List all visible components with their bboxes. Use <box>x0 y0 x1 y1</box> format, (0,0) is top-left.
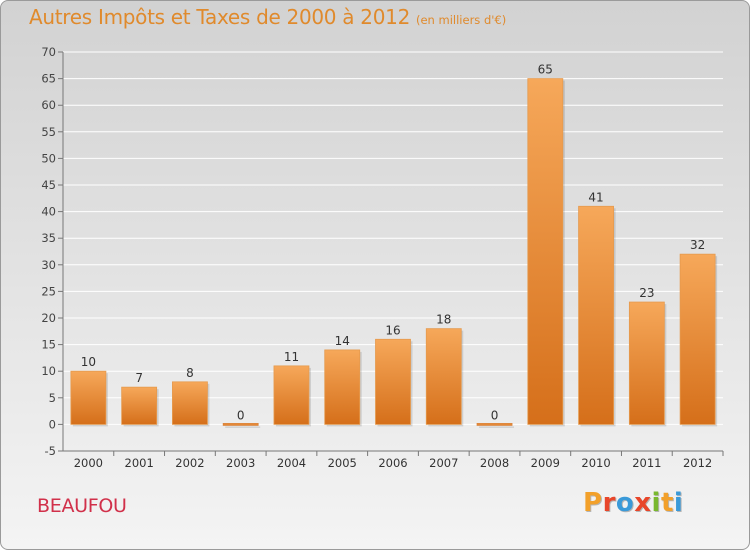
y-tick-label: 50 <box>41 151 56 165</box>
y-tick-label: 25 <box>41 284 56 298</box>
x-tick-label-2005: 2005 <box>328 456 357 470</box>
proxiti-logo: Proxiti <box>583 488 683 518</box>
x-tick-label-2004: 2004 <box>277 456 306 470</box>
y-tick-label: 40 <box>41 205 56 219</box>
bar-2008 <box>476 422 513 426</box>
data-label-2011: 23 <box>639 286 654 300</box>
bar-2002 <box>172 381 208 425</box>
bar-shadow <box>479 426 515 428</box>
x-tick-label-2000: 2000 <box>74 456 103 470</box>
logo-letter: t <box>660 488 674 518</box>
bar-2000 <box>70 370 107 425</box>
bar-shadow <box>225 426 261 428</box>
bar-2012 <box>679 253 716 425</box>
logo-letter: o <box>615 488 635 518</box>
data-label-2001: 7 <box>135 371 143 385</box>
data-label-2000: 10 <box>81 355 96 369</box>
x-tick-label-2008: 2008 <box>480 456 509 470</box>
y-tick-label: -5 <box>45 444 56 458</box>
chart-subtitle: (en milliers d'€) <box>416 13 507 27</box>
y-tick-label: 30 <box>41 258 56 272</box>
data-label-2007: 18 <box>436 313 451 327</box>
logo-letter: i <box>651 488 661 518</box>
chart-title: Autres Impôts et Taxes de 2000 à 2012 (en… <box>29 5 506 29</box>
y-tick-label: 70 <box>41 45 56 59</box>
bar-2007 <box>425 328 462 425</box>
y-tick-label: 5 <box>49 391 56 405</box>
x-tick-label-2006: 2006 <box>378 456 407 470</box>
y-tick-label: 20 <box>41 311 56 325</box>
y-tick-label: 60 <box>41 98 56 112</box>
y-tick-label: 55 <box>41 125 56 139</box>
x-tick-label-2003: 2003 <box>226 456 255 470</box>
data-label-2006: 16 <box>385 323 400 337</box>
x-tick-label-2001: 2001 <box>125 456 154 470</box>
bars <box>70 78 718 428</box>
data-label-2012: 32 <box>690 238 705 252</box>
bar-2005 <box>324 349 361 425</box>
bar-2011 <box>628 301 665 425</box>
y-tick-label: 65 <box>41 72 56 86</box>
x-tick-label-2010: 2010 <box>581 456 610 470</box>
chart-title-text: Autres Impôts et Taxes de 2000 à 2012 <box>29 5 410 29</box>
logo-letter: x <box>634 488 652 518</box>
bar-2003 <box>222 422 259 426</box>
x-tick-label-2009: 2009 <box>531 456 560 470</box>
y-tick-label: 15 <box>41 338 56 352</box>
bar-2001 <box>121 386 158 425</box>
x-tick-label-2012: 2012 <box>683 456 712 470</box>
data-label-2002: 8 <box>186 366 194 380</box>
x-tick-label-2011: 2011 <box>632 456 661 470</box>
x-tick-label-2002: 2002 <box>175 456 204 470</box>
bar-2009 <box>527 78 564 425</box>
commune-name: BEAUFOU <box>37 495 127 517</box>
logo-letter: r <box>602 488 616 518</box>
data-label-2009: 65 <box>538 63 553 77</box>
data-label-2004: 11 <box>284 350 299 364</box>
bar-2006 <box>375 338 411 425</box>
y-tick-label: 35 <box>41 231 56 245</box>
y-tick-label: 0 <box>49 417 56 431</box>
bar-2010 <box>578 205 614 425</box>
logo-letter: i <box>673 488 684 518</box>
data-label-2005: 14 <box>335 334 350 348</box>
data-label-2010: 41 <box>588 190 603 204</box>
data-labels: 10 7 8 0 11 14 16 18 0 65 41 23 32 <box>81 63 706 423</box>
y-tick-label: 10 <box>41 364 56 378</box>
logo-letter: P <box>583 488 603 518</box>
data-label-2003: 0 <box>237 408 245 422</box>
x-tick-label-2007: 2007 <box>429 456 458 470</box>
y-tick-label: 45 <box>41 178 56 192</box>
bar-2004 <box>273 365 310 425</box>
data-label-2008: 0 <box>491 408 499 422</box>
